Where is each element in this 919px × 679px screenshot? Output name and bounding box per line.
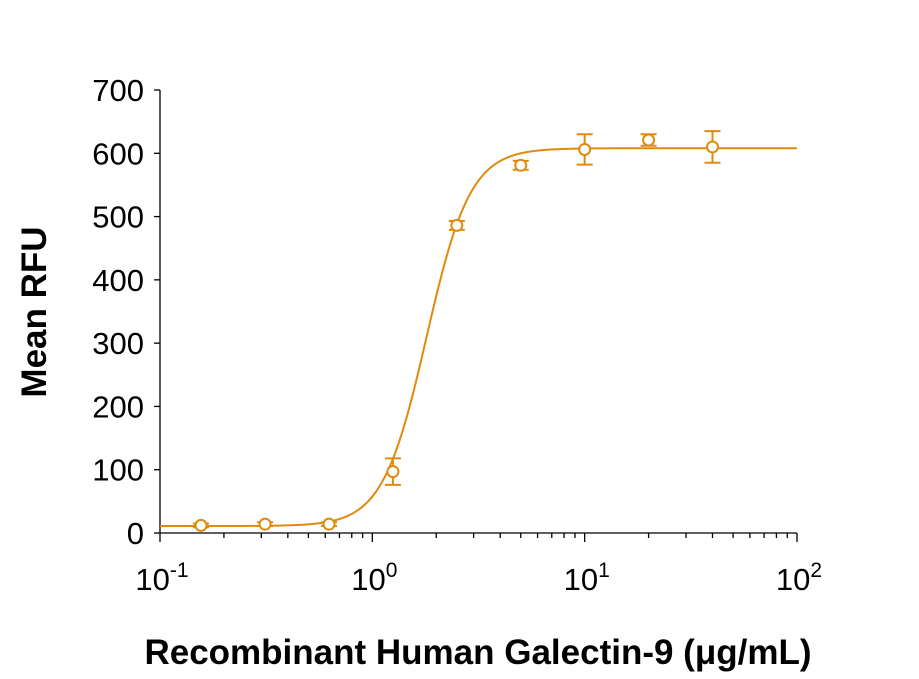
y-tick-label: 500 <box>92 200 144 235</box>
y-tick-label: 100 <box>92 453 144 488</box>
x-tick-exponent: 0 <box>386 559 398 582</box>
y-tick-label: 700 <box>92 73 144 108</box>
x-tick-exponent: -1 <box>170 559 189 582</box>
x-tick-base: 10 <box>351 562 385 597</box>
x-axis-ticks: 10-1 100 101 102 <box>135 533 822 597</box>
data-marker <box>322 517 336 531</box>
y-tick-label: 200 <box>92 389 144 424</box>
data-point <box>320 517 337 531</box>
x-tick-base: 10 <box>776 562 810 597</box>
x-tick-label: 101 <box>564 559 610 597</box>
data-marker <box>194 518 208 532</box>
y-tick-label: 400 <box>92 263 144 298</box>
y-tick-label: 600 <box>92 136 144 171</box>
data-point <box>193 518 210 532</box>
data-point <box>257 517 274 531</box>
data-point <box>384 457 401 486</box>
data-marker <box>450 218 464 232</box>
data-point <box>448 218 465 232</box>
data-marker <box>258 517 272 531</box>
data-marker <box>386 465 400 479</box>
x-tick-base: 10 <box>135 562 169 597</box>
x-tick-label: 102 <box>776 559 822 597</box>
x-tick-exponent: 2 <box>810 559 822 582</box>
y-axis-ticks: 0 100 200 300 400 500 600 700 <box>92 73 160 551</box>
data-marker <box>706 140 720 154</box>
data-points-layer <box>193 130 721 532</box>
axes <box>159 90 797 534</box>
data-marker <box>578 142 592 156</box>
fit-curve-layer <box>160 147 797 528</box>
data-marker <box>642 133 656 147</box>
x-axis-title: Recombinant Human Galectin-9 (μg/mL) <box>144 633 811 672</box>
fit-curve-line <box>160 147 797 528</box>
x-tick-label: 10-1 <box>135 559 188 597</box>
x-tick-base: 10 <box>564 562 598 597</box>
y-tick-label: 300 <box>92 326 144 361</box>
x-tick-exponent: 1 <box>598 559 610 582</box>
data-point <box>576 133 593 166</box>
data-point <box>704 130 721 164</box>
x-tick-label: 100 <box>351 559 397 597</box>
y-tick-label: 0 <box>127 516 144 551</box>
data-marker <box>514 158 528 172</box>
data-point <box>640 133 657 147</box>
y-axis-title: Mean RFU <box>15 226 54 397</box>
data-point <box>512 158 529 172</box>
